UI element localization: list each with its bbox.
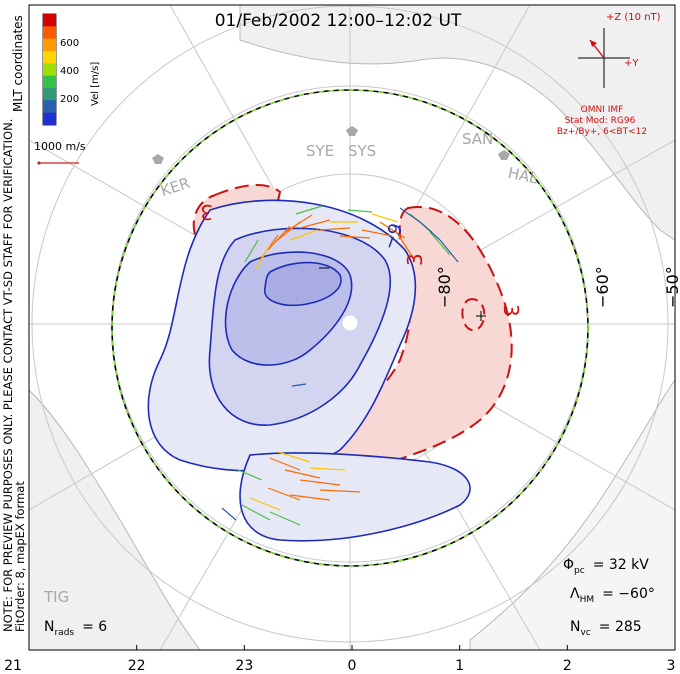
imf-dial: +Z (10 nT) +Y OMNI IMF Stat Mod: RG96 Bz… (557, 12, 661, 137)
colorbar-cell (43, 75, 56, 89)
imf-condition: Bz+/By+, 6<BT<12 (557, 127, 647, 137)
n-rads-stat: Nrads = 6 (44, 619, 107, 638)
contour-label-positive-b: 3 (403, 253, 427, 266)
n-rads-value: = 6 (82, 619, 107, 635)
mlt-tick-label: 3 (667, 658, 676, 674)
colorbar-cell (43, 112, 56, 126)
colorbar-cell (43, 88, 56, 101)
station-ker: KER (158, 174, 192, 200)
n-vc-sub: vc (580, 628, 590, 638)
velocity-vectors (221, 205, 459, 526)
coordinate-label: MLT coordinates (11, 15, 25, 112)
n-rads-symbol: N (44, 619, 54, 635)
lat-label-50: −50° (663, 266, 680, 308)
n-vc-value: = 285 (599, 619, 642, 635)
imf-source: OMNI IMF (581, 105, 624, 115)
n-vc-symbol: N (570, 619, 580, 635)
station-tig: TIG (43, 588, 69, 606)
mlt-axis: 21 22 23 0 1 2 3 (4, 645, 676, 674)
fit-order: FitOrder: 8, mapEX format (13, 481, 27, 632)
svg-text:Nvc= 285: Nvc = 285 (570, 619, 642, 638)
n-rads-sub: rads (54, 628, 74, 638)
negative-potential-cell (147, 199, 471, 542)
phi-pc-symbol: Φ (563, 557, 574, 573)
station-san: SAN (462, 130, 493, 148)
colorbar-cell (43, 51, 56, 64)
imf-y-label: +Y (624, 58, 639, 69)
svg-text:Φpc= 32 kV: Φpc = 32 kV (563, 557, 649, 576)
lambda-hm-value: = −60° (602, 586, 655, 602)
map-title: 01/Feb/2002 12:00–12:02 UT (215, 11, 462, 31)
mlt-tick-label: 23 (235, 658, 253, 674)
magnetic-pole (342, 315, 358, 331)
contour-label-positive: 3 (200, 200, 213, 224)
lat-label-60: −60° (593, 266, 612, 308)
phi-pc-value: = 32 kV (593, 557, 650, 573)
hm-boundary (111, 89, 589, 567)
colorbar-cell (43, 63, 56, 76)
colorbar-cell (43, 38, 56, 52)
scale-vector: 1000 m/s (34, 140, 86, 165)
svg-text:ΛHM= −60°: ΛHM = −60° (570, 586, 655, 605)
contour-label-positive-c: 3 (499, 304, 523, 317)
mlt-tick-label: 21 (4, 658, 22, 674)
colorbar-tick-200: 200 (60, 94, 79, 105)
station-sys: SYS (348, 142, 376, 160)
imf-stat-mod: Stat Mod: RG96 (565, 116, 636, 126)
imf-scale-label: +Z (10 nT) (606, 12, 661, 23)
colorbar-cell (43, 14, 56, 27)
coastlines (29, 5, 675, 650)
colorbar-tick-400: 400 (60, 66, 79, 77)
colorbar-label: Vel [m/s] (90, 62, 101, 106)
mlt-tick-label: 22 (128, 658, 146, 674)
scale-vector-label: 1000 m/s (34, 140, 86, 153)
n-vc-stat: Nvc = 285 (570, 619, 642, 638)
colorbar-tick-600: 600 (60, 38, 79, 49)
velocity-colorbar: 600 400 200 Vel [m/s] (42, 13, 101, 126)
lambda-hm-stat: ΛHM = −60° (570, 586, 655, 605)
station-markers (152, 126, 510, 164)
lambda-hm-symbol: Λ (570, 586, 580, 602)
lambda-hm-sub: HM (580, 595, 595, 605)
phi-pc-sub: pc (574, 566, 585, 576)
phi-pc-stat: Φpc = 32 kV (563, 557, 649, 576)
mlt-tick-label: 2 (563, 658, 572, 674)
lat-label-80: −80° (435, 266, 454, 308)
preview-note: NOTE: FOR PREVIEW PURPOSES ONLY. PLEASE … (1, 119, 15, 632)
mlt-tick-label: 1 (455, 658, 464, 674)
colorbar-cell (43, 26, 56, 39)
station-sye: SYE (306, 142, 334, 160)
station-hal: HAL (506, 164, 540, 188)
station-labels: KER SYE SYS SAN HAL TIG (43, 130, 540, 606)
mlt-tick-label: 0 (348, 658, 357, 674)
colorbar-cell (43, 100, 56, 113)
svg-text:Nrads= 6: Nrads = 6 (44, 619, 107, 638)
